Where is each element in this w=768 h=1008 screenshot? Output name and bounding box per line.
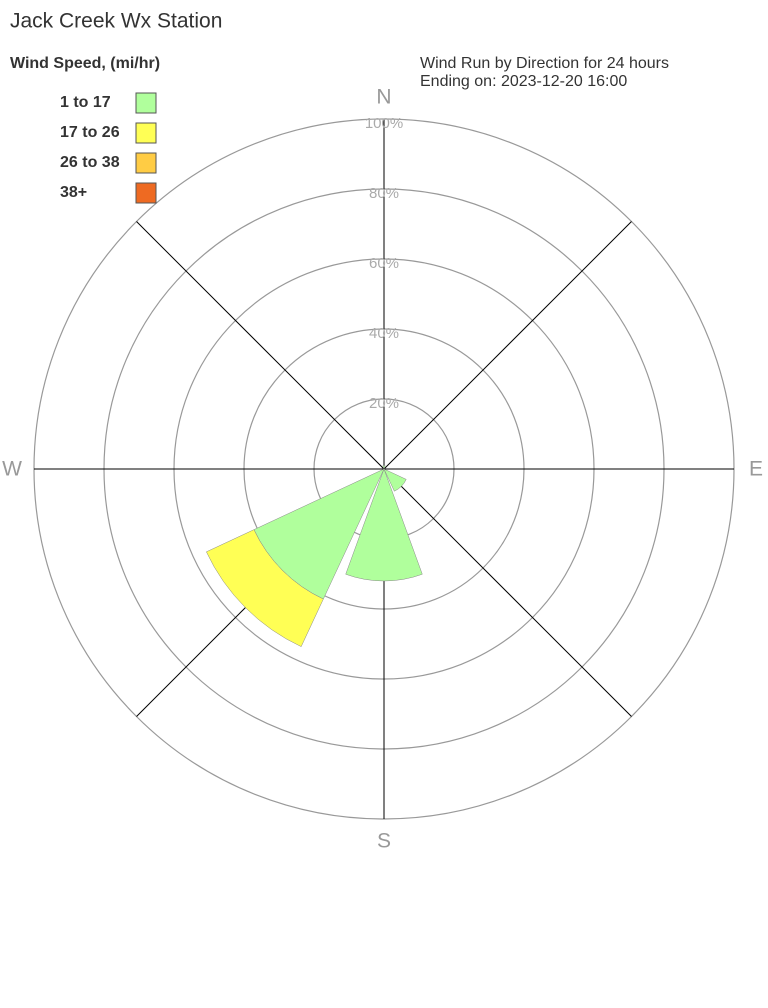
wedge bbox=[345, 468, 423, 582]
spoke bbox=[136, 221, 385, 470]
legend-swatch bbox=[135, 182, 157, 204]
direction-label: S bbox=[377, 830, 391, 853]
r-tick-label: 40% bbox=[369, 325, 399, 342]
direction-label: W bbox=[2, 458, 22, 481]
wedge bbox=[382, 465, 386, 470]
chart-title: Jack Creek Wx Station bbox=[10, 10, 222, 33]
legend-label: 17 to 26 bbox=[60, 124, 120, 141]
spoke bbox=[383, 221, 632, 470]
direction-label: E bbox=[749, 458, 763, 481]
legend-swatch bbox=[135, 92, 157, 114]
subtitle: Wind Run by Direction for 24 hours bbox=[420, 55, 669, 72]
legend-label: 1 to 17 bbox=[60, 94, 111, 111]
r-tick-label: 60% bbox=[369, 255, 399, 272]
r-tick-label: 20% bbox=[369, 395, 399, 412]
legend-label: 26 to 38 bbox=[60, 154, 120, 171]
legend-swatch bbox=[135, 152, 157, 174]
legend-swatch bbox=[135, 122, 157, 144]
legend-title: Wind Speed, (mi/hr) bbox=[10, 55, 160, 72]
legend-label: 38+ bbox=[60, 184, 87, 201]
r-tick-label: 100% bbox=[365, 115, 403, 132]
wedge bbox=[383, 468, 407, 492]
r-tick-label: 80% bbox=[369, 185, 399, 202]
subtitle: Ending on: 2023-12-20 16:00 bbox=[420, 73, 627, 90]
direction-label: N bbox=[376, 86, 391, 109]
wedge bbox=[206, 529, 324, 647]
spoke bbox=[383, 468, 632, 717]
